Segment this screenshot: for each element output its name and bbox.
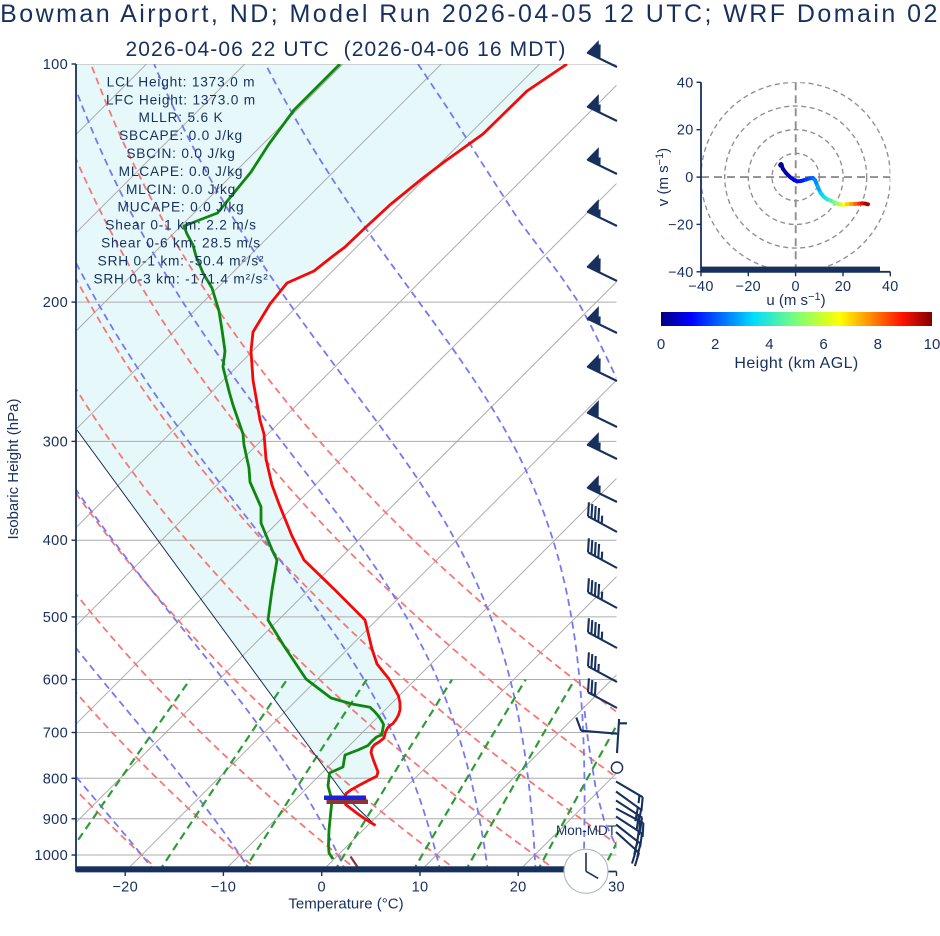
svg-text:−40: −40: [688, 279, 713, 295]
svg-text:Shear 0-6 km: 28.5 m/s: Shear 0-6 km: 28.5 m/s: [101, 236, 261, 251]
svg-text:MLCAPE: 0.0 J/kg: MLCAPE: 0.0 J/kg: [119, 164, 244, 179]
svg-text:700: 700: [43, 726, 68, 742]
svg-text:−40: −40: [668, 265, 693, 281]
svg-text:20: 20: [510, 880, 527, 896]
svg-text:40: 40: [882, 279, 899, 295]
svg-text:0: 0: [657, 336, 665, 353]
svg-text:2: 2: [711, 336, 719, 353]
svg-text:30: 30: [608, 880, 625, 896]
svg-text:SRH 0-1 km: -50.4 m²/s²: SRH 0-1 km: -50.4 m²/s²: [98, 253, 265, 268]
svg-text:Shear 0-1 km: 2.2 m/s: Shear 0-1 km: 2.2 m/s: [105, 218, 256, 233]
svg-text:200: 200: [43, 295, 68, 311]
svg-text:600: 600: [43, 673, 68, 689]
svg-text:Mon-MDT: Mon-MDT: [556, 823, 616, 838]
svg-text:−20: −20: [112, 880, 138, 896]
svg-text:400: 400: [43, 533, 68, 549]
svg-text:LCL Height: 1373.0 m: LCL Height: 1373.0 m: [107, 74, 256, 89]
svg-text:MLLR: 5.6 K: MLLR: 5.6 K: [139, 110, 224, 125]
svg-text:LFC Height: 1373.0 m: LFC Height: 1373.0 m: [106, 92, 256, 107]
svg-text:SBCAPE: 0.0 J/kg: SBCAPE: 0.0 J/kg: [119, 128, 243, 143]
svg-text:4: 4: [765, 336, 773, 353]
svg-text:Bowman Airport, ND; Model Run: Bowman Airport, ND; Model Run 2026-04-05…: [0, 0, 940, 28]
svg-text:1000: 1000: [34, 848, 68, 864]
svg-text:20: 20: [677, 123, 694, 139]
svg-text:40: 40: [677, 75, 694, 91]
svg-text:300: 300: [43, 434, 68, 450]
svg-text:−20: −20: [736, 279, 761, 295]
svg-text:6: 6: [819, 336, 827, 353]
svg-text:10: 10: [412, 880, 429, 896]
svg-text:MUCAPE: 0.0 J/kg: MUCAPE: 0.0 J/kg: [118, 200, 245, 215]
svg-text:Isobaric Height (hPa): Isobaric Height (hPa): [5, 399, 22, 540]
svg-text:SRH 0-3 km: -171.4 m²/s²: SRH 0-3 km: -171.4 m²/s²: [93, 271, 268, 286]
svg-text:Temperature (°C): Temperature (°C): [288, 896, 403, 913]
svg-text:500: 500: [43, 610, 68, 626]
svg-text:100: 100: [43, 57, 68, 73]
svg-text:−10: −10: [211, 880, 237, 896]
svg-text:2026-04-06 22 UTC (2026-04-06: 2026-04-06 22 UTC (2026-04-06 16 MDT): [126, 38, 567, 61]
svg-text:20: 20: [835, 279, 852, 295]
svg-text:0: 0: [685, 170, 693, 186]
svg-text:900: 900: [43, 812, 68, 828]
svg-text:0: 0: [317, 880, 325, 896]
svg-text:SBCIN: 0.0 J/kg: SBCIN: 0.0 J/kg: [126, 146, 235, 161]
svg-text:Height (km AGL): Height (km AGL): [734, 355, 858, 372]
svg-text:800: 800: [43, 771, 68, 787]
svg-text:MLCIN: 0.0 J/kg: MLCIN: 0.0 J/kg: [126, 182, 236, 197]
svg-text:0: 0: [791, 279, 799, 295]
svg-text:10: 10: [924, 336, 940, 353]
svg-text:−20: −20: [668, 217, 693, 233]
svg-text:8: 8: [874, 336, 882, 353]
